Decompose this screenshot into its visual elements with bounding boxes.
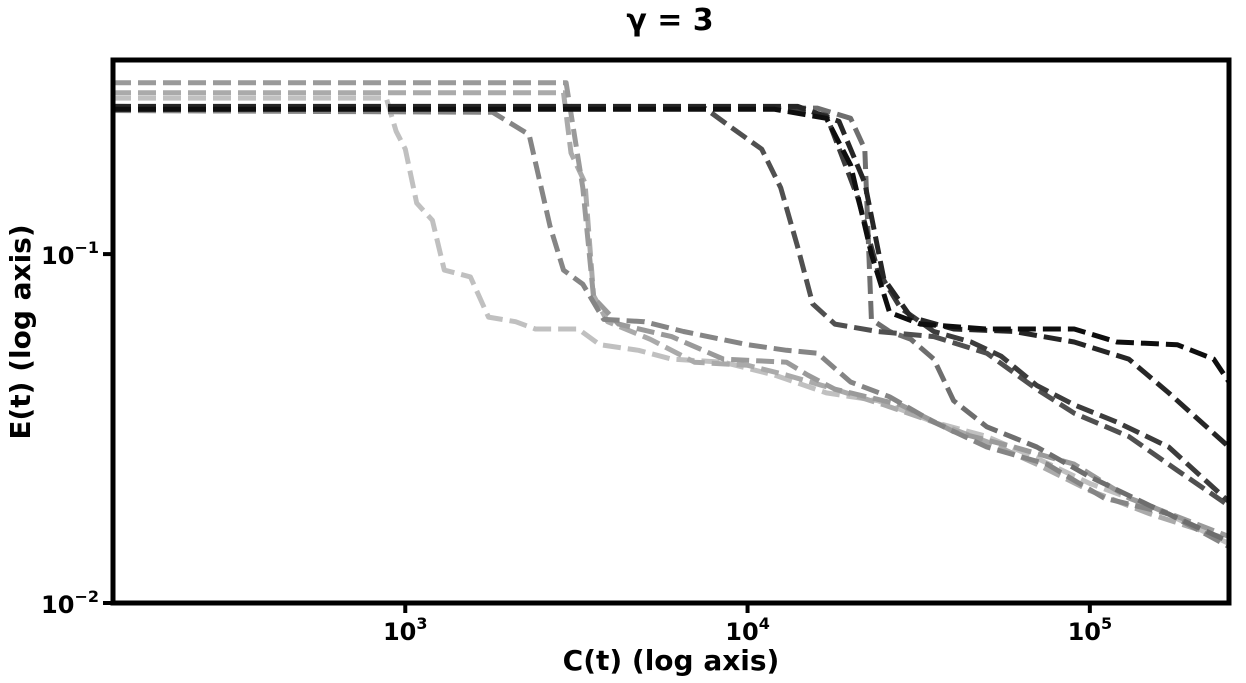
x-axis-label: C(t) (log axis) bbox=[563, 644, 780, 677]
x-tick-label-1: 103 bbox=[383, 614, 428, 646]
y-axis-label: E(t) (log axis) bbox=[4, 224, 37, 439]
series-line-2 bbox=[113, 90, 1230, 542]
y-tick-label-1: 10−1 bbox=[41, 238, 99, 270]
series-line-1 bbox=[113, 95, 1231, 546]
x-tick-layer: 103 104 105 bbox=[383, 603, 1112, 646]
x-tick-label-3: 105 bbox=[1068, 614, 1113, 646]
series-line-6 bbox=[112, 103, 1231, 508]
x-tick-label-2: 104 bbox=[725, 614, 770, 646]
series-line-3 bbox=[113, 80, 1230, 539]
y-tick-layer: 10−1 10−2 bbox=[41, 238, 113, 619]
series-line-4 bbox=[112, 108, 1231, 549]
series-layer bbox=[112, 80, 1232, 549]
chart-title: γ = 3 bbox=[626, 3, 713, 38]
plot-frame bbox=[110, 57, 1232, 606]
series-line-7 bbox=[112, 105, 1231, 504]
series-line-9 bbox=[113, 106, 1232, 384]
series-line-5 bbox=[113, 105, 1231, 544]
y-tick-label-2: 10−2 bbox=[41, 587, 99, 619]
